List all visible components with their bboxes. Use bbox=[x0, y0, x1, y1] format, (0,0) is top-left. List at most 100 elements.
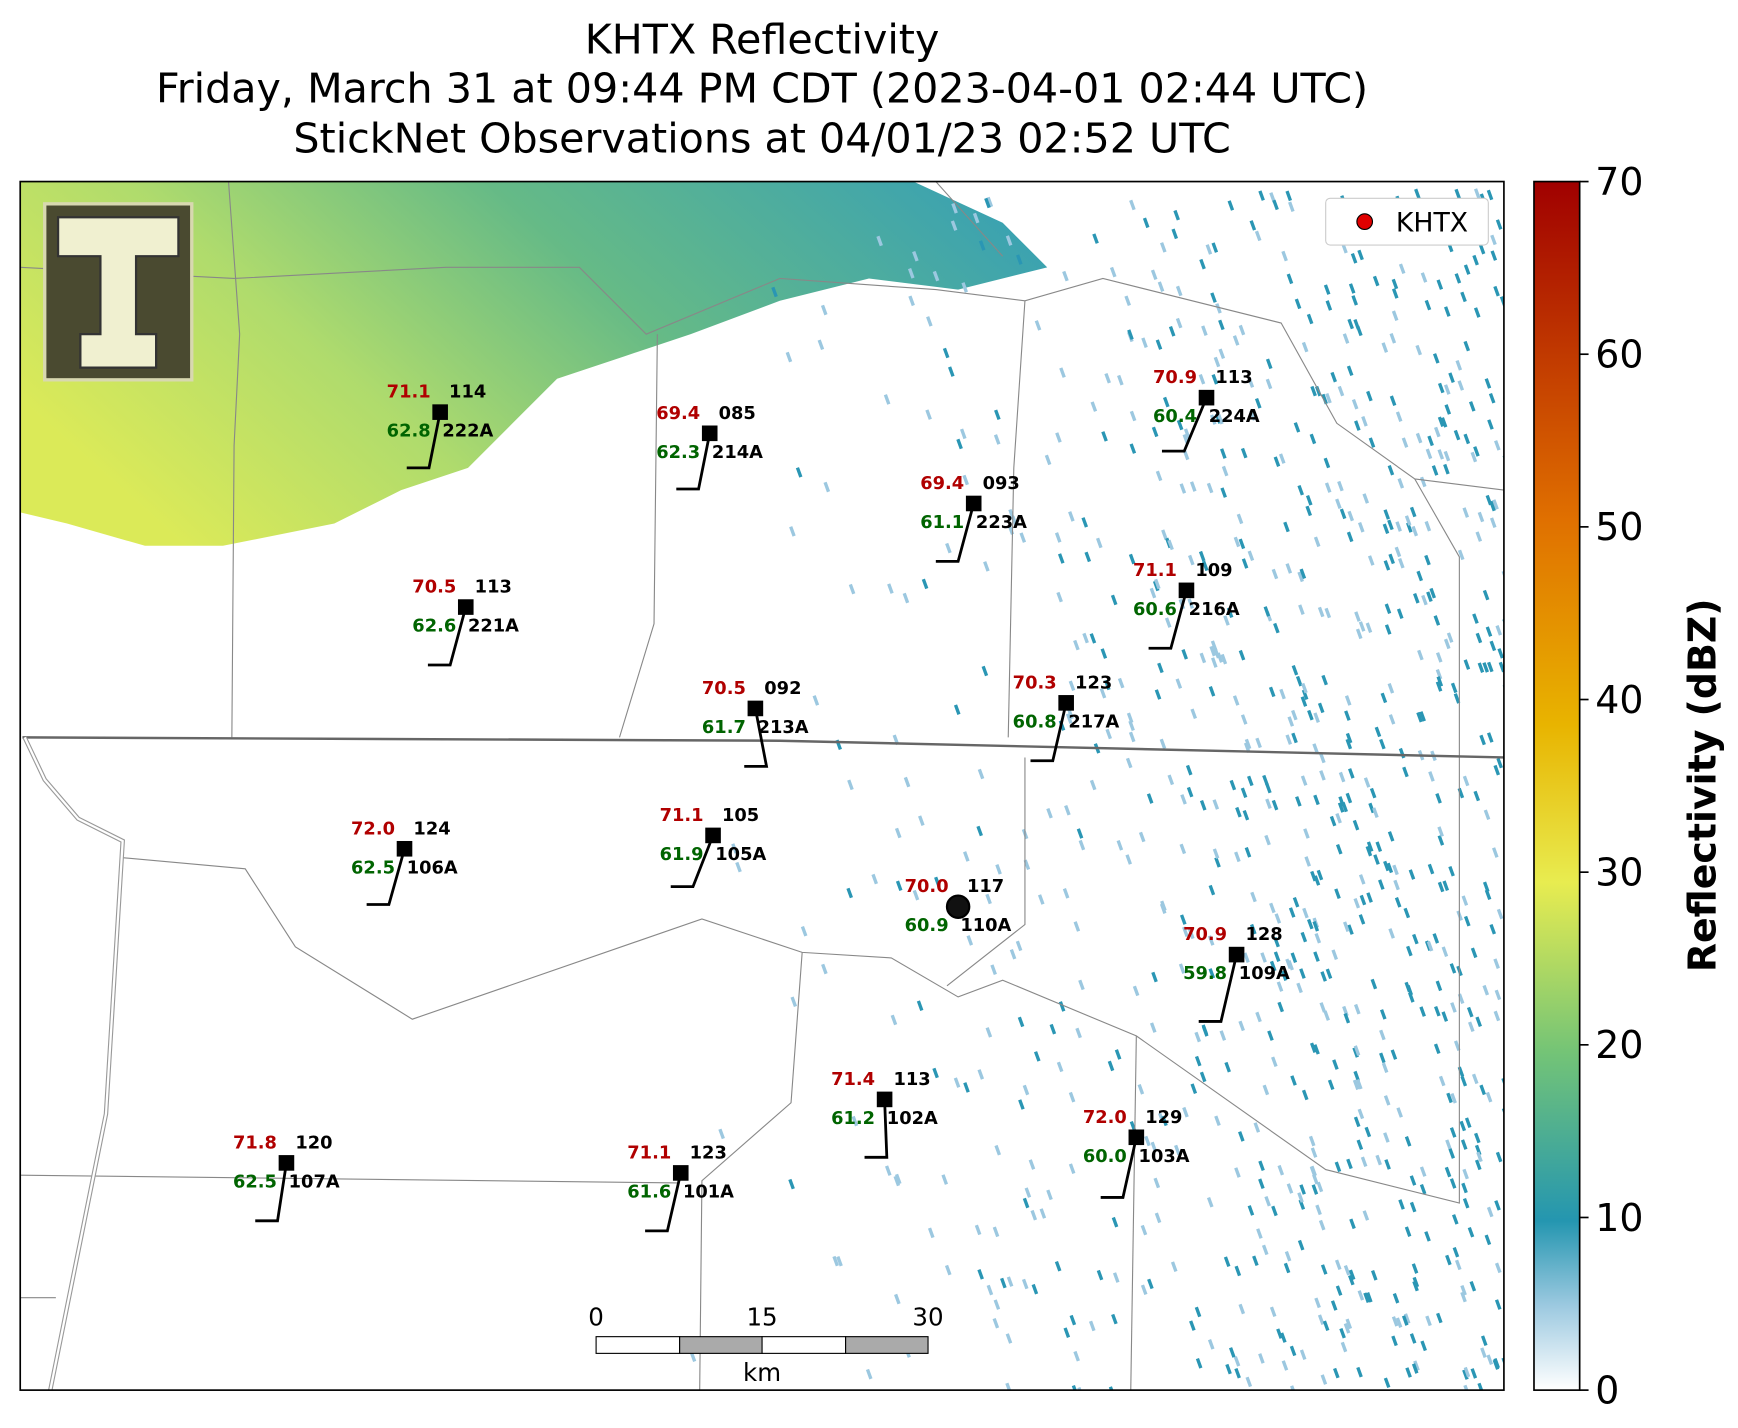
echo-speck bbox=[1269, 1306, 1277, 1318]
echo-speck bbox=[1454, 273, 1462, 284]
echo-speck bbox=[1049, 1023, 1057, 1035]
echo-speck bbox=[918, 815, 925, 826]
title-line: Friday, March 31 at 09:44 PM CDT (2023-0… bbox=[156, 64, 1368, 112]
echo-speck bbox=[1383, 1132, 1390, 1143]
echo-speck bbox=[1211, 242, 1219, 253]
echo-speck bbox=[1179, 483, 1187, 494]
echo-speck bbox=[1469, 1280, 1477, 1292]
echo-speck bbox=[1335, 1285, 1343, 1296]
echo-speck bbox=[1343, 1012, 1351, 1024]
echo-speck bbox=[1116, 840, 1124, 851]
legend-marker bbox=[1356, 213, 1374, 231]
echo-speck bbox=[1342, 333, 1350, 344]
echo-speck bbox=[1493, 285, 1500, 297]
echo-speck bbox=[1024, 1187, 1032, 1198]
echo-speck bbox=[1391, 288, 1399, 299]
echo-speck bbox=[1366, 892, 1373, 903]
echo-speck bbox=[1234, 1167, 1241, 1178]
echo-speck bbox=[1435, 980, 1443, 992]
echo-speck bbox=[1170, 1261, 1178, 1272]
echo-speck bbox=[1220, 448, 1227, 459]
echo-speck bbox=[1380, 692, 1388, 704]
echo-speck bbox=[1238, 1131, 1245, 1142]
echo-speck bbox=[1161, 1115, 1168, 1127]
echo-speck bbox=[1302, 907, 1309, 919]
echo-speck bbox=[1446, 1092, 1453, 1104]
echo-speck bbox=[961, 282, 968, 293]
echo-speck bbox=[1330, 371, 1337, 383]
echo-speck bbox=[1291, 664, 1299, 676]
echo-speck bbox=[1232, 695, 1240, 706]
echo-speck bbox=[1495, 1151, 1503, 1163]
echo-speck bbox=[1354, 1003, 1361, 1015]
echo-speck bbox=[1310, 1165, 1317, 1177]
echo-speck bbox=[963, 1082, 970, 1093]
echo-speck bbox=[1290, 1075, 1297, 1086]
echo-speck bbox=[950, 220, 958, 231]
echo-speck bbox=[1345, 738, 1353, 750]
echo-speck bbox=[847, 779, 854, 791]
echo-speck bbox=[1345, 1318, 1353, 1330]
temperature: 70.0 bbox=[905, 876, 949, 897]
echo-speck bbox=[1241, 558, 1249, 569]
echo-speck bbox=[1319, 752, 1326, 764]
station-marker bbox=[1128, 1129, 1145, 1146]
echo-speck bbox=[1201, 325, 1208, 336]
echo-speck bbox=[865, 1368, 873, 1380]
echo-speck bbox=[1141, 337, 1148, 348]
echo-speck bbox=[1238, 538, 1246, 550]
echo-speck bbox=[1375, 841, 1383, 852]
pressure: 123 bbox=[690, 1142, 727, 1163]
echo-speck bbox=[1309, 1042, 1317, 1054]
echo-speck bbox=[1425, 448, 1433, 460]
echo-speck bbox=[1235, 806, 1242, 818]
echo-speck bbox=[1490, 234, 1497, 246]
echo-speck bbox=[1078, 979, 1085, 991]
echo-speck bbox=[1022, 1084, 1030, 1096]
echo-speck bbox=[1343, 921, 1350, 932]
echo-speck bbox=[1206, 1196, 1214, 1208]
echo-speck bbox=[1470, 451, 1478, 463]
echo-speck bbox=[1489, 517, 1497, 528]
title-line: StickNet Observations at 04/01/23 02:52 … bbox=[293, 115, 1230, 163]
echo-speck bbox=[1453, 693, 1461, 704]
echo-speck bbox=[1285, 563, 1293, 574]
echo-speck bbox=[1276, 981, 1284, 992]
echo-speck bbox=[1342, 1005, 1349, 1017]
echo-speck bbox=[1124, 295, 1131, 307]
echo-speck bbox=[1348, 768, 1355, 779]
echo-speck bbox=[1462, 775, 1470, 787]
echo-speck bbox=[1162, 396, 1170, 408]
echo-speck bbox=[1434, 1005, 1441, 1017]
echo-speck bbox=[1018, 1099, 1025, 1110]
echo-speck bbox=[1190, 708, 1198, 720]
echo-speck bbox=[1448, 1148, 1455, 1159]
echo-speck bbox=[1307, 709, 1314, 721]
echo-speck bbox=[823, 481, 831, 493]
echo-speck bbox=[1433, 615, 1441, 626]
echo-speck bbox=[1254, 230, 1262, 242]
stations: 71.1 114 62.8 222A 69.4 085 62.3 214A 69.4 093 61.… bbox=[233, 367, 1290, 1233]
pressure: 085 bbox=[719, 403, 756, 424]
echo-speck bbox=[1338, 771, 1346, 783]
echo-speck bbox=[1313, 1044, 1320, 1055]
echo-speck bbox=[1325, 968, 1333, 980]
echo-speck bbox=[1393, 879, 1400, 891]
echo-speck bbox=[1412, 933, 1419, 945]
echo-speck bbox=[1339, 508, 1347, 520]
echo-speck bbox=[1354, 420, 1361, 431]
echo-speck bbox=[1299, 1184, 1306, 1195]
echo-speck bbox=[978, 240, 986, 251]
echo-speck bbox=[894, 1293, 901, 1305]
echo-speck bbox=[1335, 812, 1342, 824]
echo-speck bbox=[1280, 970, 1288, 981]
echo-speck bbox=[1353, 1116, 1361, 1128]
echo-speck bbox=[1457, 549, 1465, 561]
echo-speck bbox=[1258, 1178, 1265, 1189]
echo-speck bbox=[1513, 834, 1520, 845]
station-marker bbox=[1058, 695, 1074, 711]
echo-speck bbox=[1387, 464, 1395, 476]
echo-speck bbox=[883, 394, 891, 405]
echo-speck bbox=[1330, 1300, 1338, 1311]
echo-speck bbox=[1504, 1053, 1511, 1064]
